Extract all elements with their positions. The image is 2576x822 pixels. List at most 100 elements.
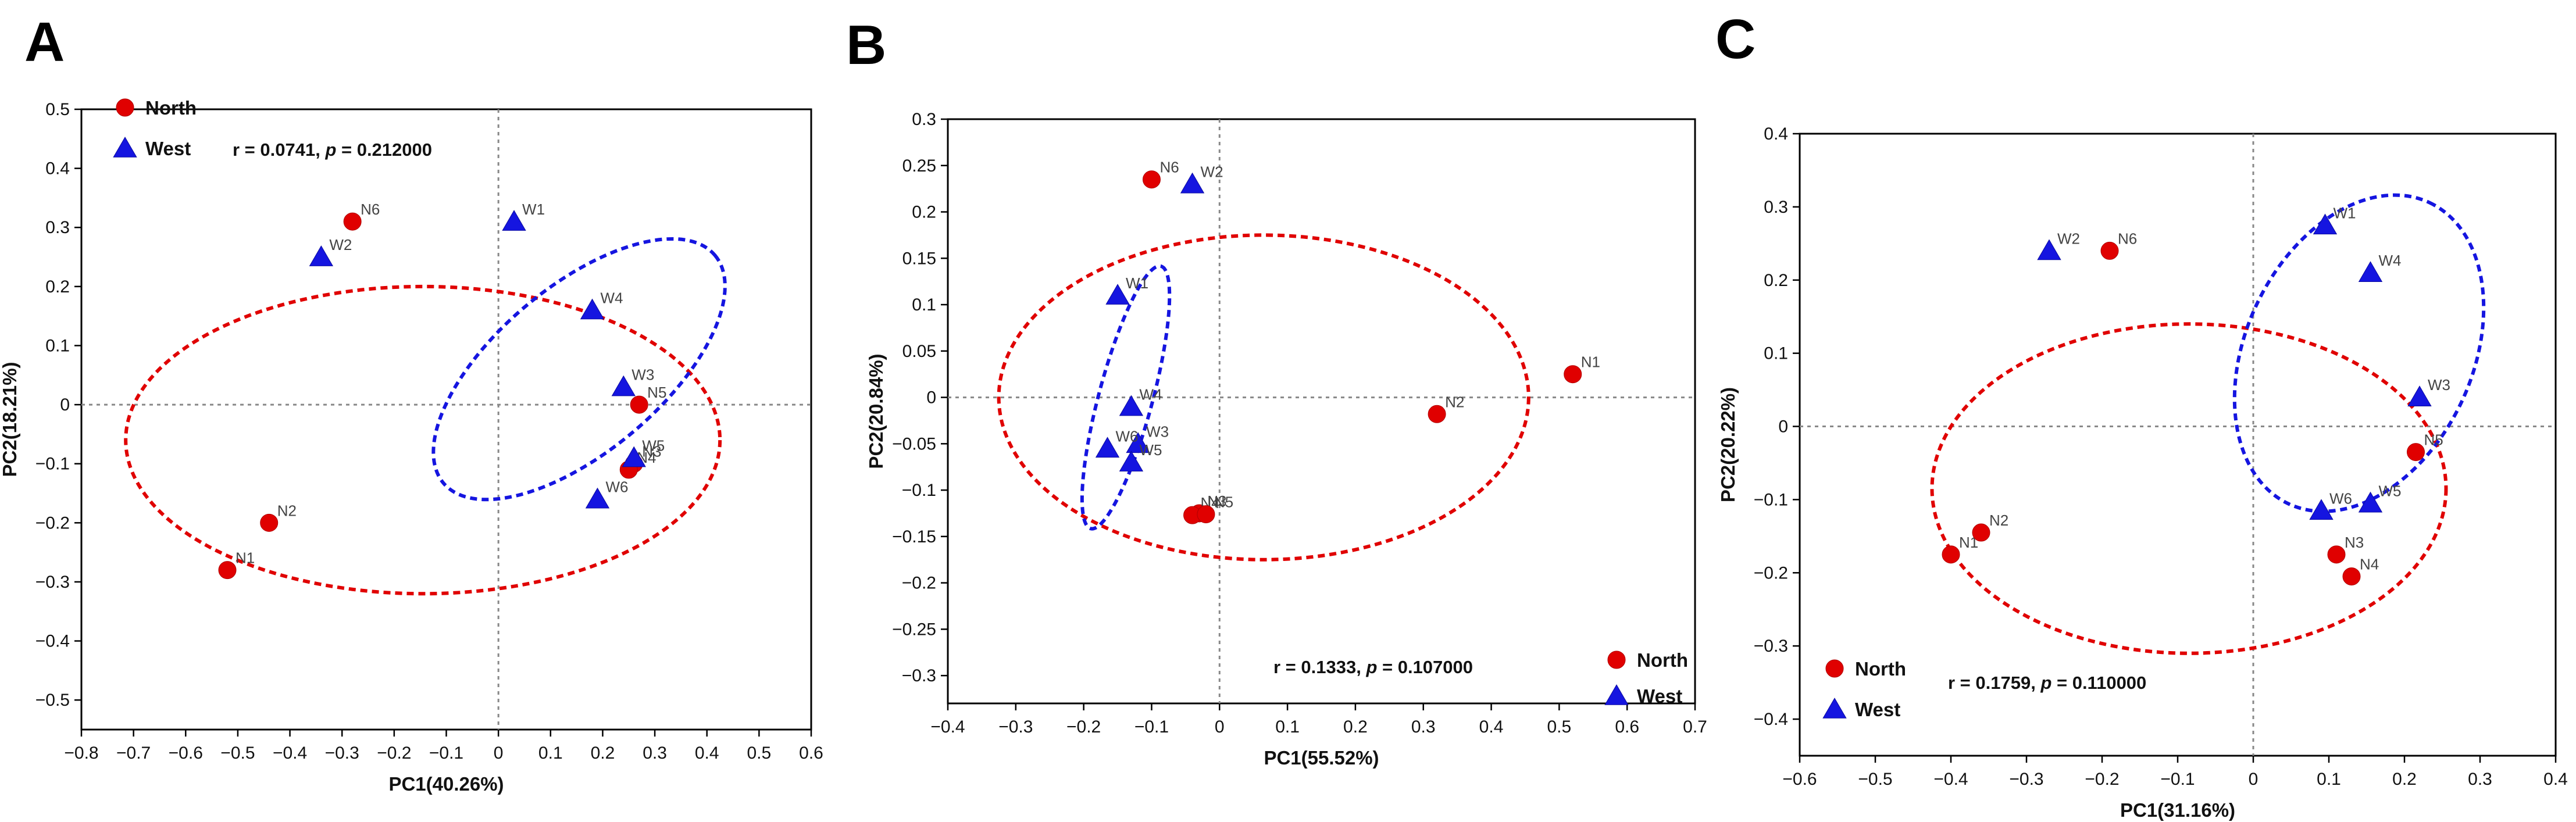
legend-north-label: North	[1855, 658, 1906, 680]
correlation-stat: r = 0.1333, p = 0.107000	[1273, 657, 1473, 677]
panel-b: B −0.4 −0.3 −0.2 −0.1 0 0.1 0.2 0.3 0.4 0.5 0.6 0.7 −…	[846, 14, 1707, 769]
north-point	[1972, 523, 1990, 542]
x-tick-label: 0.3	[1411, 717, 1436, 737]
north-point	[1564, 365, 1582, 384]
y-tick-label: −0.05	[892, 434, 936, 453]
north-point	[1942, 545, 1960, 564]
stat-p-symbol: p	[324, 140, 336, 160]
correlation-stat: r = 0.1759, p = 0.110000	[1948, 673, 2146, 693]
x-tick-label: 0.2	[591, 744, 615, 763]
stat-p-value: = 0.107000	[1377, 657, 1473, 677]
point-label: N6	[1159, 159, 1179, 176]
y-tick-label: 0.3	[1764, 198, 1788, 217]
x-tick-label: −0.2	[1066, 717, 1101, 737]
x-tick-label: 0.1	[538, 744, 563, 763]
y-tick-label: 0.2	[912, 203, 936, 222]
point-label: N5	[2424, 431, 2443, 449]
point-label: N5	[1214, 494, 1233, 511]
west-point	[1119, 395, 1144, 416]
north-confidence-ellipse	[997, 233, 1530, 562]
point-label: W1	[2334, 204, 2356, 221]
point-label: W6	[1116, 427, 1139, 445]
y-tick-label: 0.05	[902, 342, 936, 361]
north-point	[343, 212, 362, 231]
west-point	[2407, 385, 2432, 406]
point-label: N3	[642, 443, 661, 460]
x-tick-label: 0.4	[1479, 717, 1504, 737]
point-label: W1	[1126, 274, 1148, 292]
y-tick-label: 0	[1778, 417, 1788, 437]
correlation-stat: r = 0.0741, p = 0.212000	[233, 140, 432, 160]
point-label: W5	[642, 437, 665, 455]
point-label: W6	[2329, 489, 2352, 507]
y-tick-label: 0.2	[1764, 271, 1788, 290]
north-point	[218, 561, 237, 580]
y-tick-label: 0.25	[902, 156, 936, 176]
west-confidence-ellipse	[1080, 264, 1172, 531]
west-point	[580, 298, 605, 320]
x-tick-label: −0.1	[429, 744, 463, 763]
west-point	[2309, 499, 2334, 520]
x-tick-label: −0.5	[220, 744, 255, 763]
point-label: W2	[1201, 163, 1223, 181]
y-axis-title: PC2(20.84%)	[865, 353, 887, 469]
point-label: N2	[1989, 512, 2008, 529]
legend-west-label: West	[1855, 699, 1900, 720]
y-tick-label: −0.1	[1754, 490, 1788, 509]
x-tick-label: 0.5	[747, 744, 771, 763]
legend-west-marker	[1822, 698, 1847, 719]
legend-north-label: North	[145, 97, 197, 119]
point-label: W3	[2428, 376, 2450, 394]
x-tick-label: −0.3	[2009, 770, 2043, 789]
legend-north-marker	[1607, 651, 1626, 669]
point-label: N4	[2360, 556, 2379, 573]
x-tick-label: −0.4	[1933, 770, 1968, 789]
north-point	[2407, 443, 2425, 462]
panel-letter: A	[24, 11, 65, 73]
west-point	[1126, 432, 1150, 453]
x-tick-label: 0.5	[1547, 717, 1572, 737]
x-tick-label: 0	[2249, 770, 2259, 789]
legend-west-label: West	[1637, 685, 1682, 707]
panel-a: A −0.8 −0.7 −0.6 −0.5 −0.4 −0.3 −0.2 −0.1 0 0.1 0.2…	[0, 11, 823, 795]
west-point	[1105, 284, 1130, 305]
x-tick-label: 0.6	[799, 744, 823, 763]
north-point	[2100, 241, 2119, 260]
y-tick-label: −0.2	[35, 513, 70, 532]
y-tick-label: −0.4	[35, 632, 70, 651]
y-tick-label: 0.1	[1764, 344, 1788, 363]
y-tick-label: −0.3	[902, 666, 936, 685]
point-label: N2	[277, 502, 297, 519]
x-tick-label: 0.2	[1343, 717, 1368, 737]
west-point	[1095, 437, 1120, 458]
y-tick-label: 0	[926, 388, 936, 408]
y-tick-label: −0.3	[1754, 637, 1788, 656]
legend-north-marker	[1825, 659, 1844, 678]
point-label: N3	[2345, 534, 2364, 551]
y-tick-label: −0.1	[902, 481, 936, 500]
panel-letter: B	[846, 14, 886, 76]
x-tick-label: −0.2	[2085, 770, 2119, 789]
legend-west-marker	[113, 137, 137, 158]
y-tick-label: −0.2	[1754, 563, 1788, 582]
y-tick-label: −0.3	[35, 573, 70, 592]
y-tick-label: 0.1	[45, 336, 70, 355]
x-axis-title: PC1(40.26%)	[388, 773, 504, 795]
west-point	[2358, 261, 2383, 282]
west-point	[502, 210, 526, 231]
stat-p-value: = 0.212000	[336, 140, 432, 160]
stat-r: r = 0.1759,	[1948, 673, 2040, 693]
x-tick-label: −0.7	[116, 744, 151, 763]
point-label: W3	[1146, 423, 1169, 440]
legend-north-label: North	[1637, 649, 1688, 671]
west-point	[2358, 491, 2383, 513]
x-tick-label: −0.1	[1134, 717, 1169, 737]
legend-north-marker	[116, 98, 134, 117]
y-tick-label: 0.3	[912, 110, 936, 129]
stat-p-symbol: p	[1365, 657, 1377, 677]
legend-west-label: West	[145, 138, 191, 159]
stat-r: r = 0.0741,	[233, 140, 325, 160]
panel-c: C −0.6 −0.5 −0.4 −0.3 −0.2 −0.1 0 0.1 0.2 0.3 0.4 −0…	[1715, 8, 2568, 821]
y-tick-label: 0.4	[45, 159, 70, 178]
